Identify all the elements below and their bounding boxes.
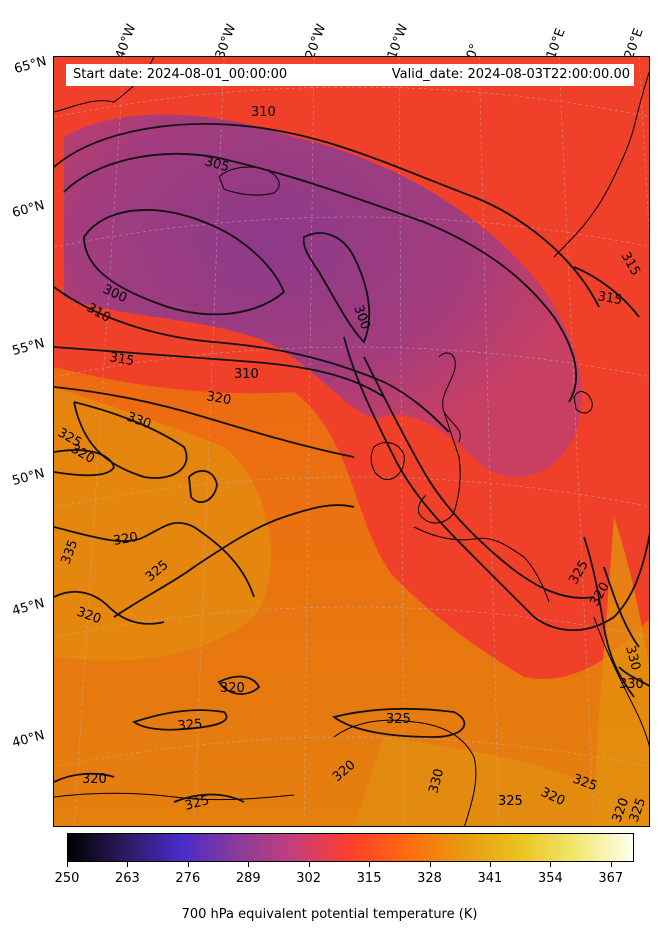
- colorbar-tick-label: 289: [235, 871, 261, 886]
- contour-315-east: [573, 266, 640, 318]
- colorbar-tick-label: 302: [296, 871, 322, 886]
- contour-label: 330: [622, 644, 643, 672]
- colorbar-tick-label: 263: [114, 871, 140, 886]
- contour-320-south: [54, 590, 165, 625]
- lat-label-55n: 55°N: [10, 336, 47, 359]
- coastlines: [54, 57, 649, 826]
- contour-label: 320: [82, 772, 107, 787]
- colorbar-tick: [489, 862, 491, 867]
- colorbar-tick-label: 341: [477, 871, 503, 886]
- colorbar-tick: [550, 862, 552, 867]
- contour-label: 325: [177, 717, 203, 734]
- colorbar-tick: [127, 862, 129, 867]
- contour-325-iberia: [331, 707, 466, 738]
- start-date-text: Start date: 2024-08-01_00:00:00: [73, 67, 288, 82]
- contour-330-east: [618, 666, 649, 687]
- contour-320-east: [603, 566, 640, 648]
- contour-label: 330: [619, 677, 644, 692]
- colorbar-tick-label: 315: [356, 871, 382, 886]
- contour-label: 330: [426, 767, 447, 795]
- map-panel: 310 305 300 310 300 315 310 320 330 325 …: [53, 56, 650, 827]
- contour-label: 315: [108, 350, 135, 369]
- colorbar: [67, 833, 634, 862]
- theta-e-map: 310 305 300 310 300 315 310 320 330 325 …: [54, 57, 649, 826]
- coast-norway: [553, 71, 649, 258]
- contour-325-sw: [132, 709, 228, 731]
- lat-label-40n: 40°N: [10, 728, 47, 751]
- colorbar-tick-label: 250: [54, 871, 80, 886]
- contour-300-east: [302, 232, 371, 344]
- coast-ireland: [370, 442, 405, 480]
- contour-label: 325: [498, 794, 523, 809]
- colorbar-tick-label: 276: [175, 871, 201, 886]
- colorbar-tick-label: 354: [537, 871, 563, 886]
- coast-scotland: [438, 352, 461, 443]
- field-warm-southeast: [354, 737, 649, 826]
- colorbar-tick-label: 328: [417, 871, 442, 886]
- coast-france: [413, 526, 550, 603]
- valid-date-text: Valid_date: 2024-08-03T22:00:00.00: [391, 67, 630, 82]
- contour-320-small: [217, 675, 261, 695]
- contour-label: 315: [596, 289, 623, 308]
- lat-label-65n: 65°N: [12, 54, 49, 77]
- colorbar-label: 700 hPa equivalent potential temperature…: [181, 907, 478, 922]
- colorbar-tick: [248, 862, 250, 867]
- coast-britain: [417, 411, 461, 524]
- lat-label-60n: 60°N: [10, 198, 47, 221]
- coast-iberia: [333, 719, 477, 826]
- contour-label: 325: [386, 712, 411, 727]
- colorbar-tick: [610, 862, 612, 867]
- contour-label: 310: [234, 367, 259, 382]
- contour-trough-inner: [363, 356, 595, 599]
- coast-denmark: [573, 391, 593, 414]
- colorbar-tick: [67, 862, 68, 867]
- colorbar-tick: [308, 862, 310, 867]
- contour-300-west: [83, 209, 286, 316]
- contour-label: 305: [203, 154, 231, 175]
- field-warm-west: [54, 387, 271, 661]
- colorbar-tick-label: 367: [598, 871, 624, 886]
- contour-305: [63, 153, 578, 403]
- contour-325-central: [113, 504, 355, 618]
- contour-320-oval: [188, 470, 218, 503]
- field-cold-low: [64, 114, 582, 477]
- contour-315: [54, 346, 385, 398]
- coast-iceland: [218, 166, 280, 196]
- date-info-box: Start date: 2024-08-01_00:00:00 Valid_da…: [66, 64, 634, 86]
- contour-label: 310: [251, 105, 276, 120]
- lat-label-45n: 45°N: [10, 596, 47, 619]
- contour-310-north: [54, 123, 600, 308]
- contour-310-mid: [54, 286, 450, 433]
- contour-325-bottom: [173, 793, 245, 803]
- contour-label: 320: [220, 681, 245, 696]
- contours: [54, 123, 649, 803]
- coast-africa: [54, 792, 295, 801]
- contour-320: [54, 386, 355, 458]
- colorbar-tick: [369, 862, 371, 867]
- contour-320-bottom: [54, 772, 115, 783]
- field-warm-east: [594, 517, 649, 826]
- contour-325-east: [583, 536, 635, 698]
- coast-italy: [593, 616, 649, 747]
- colorbar-tick: [429, 862, 431, 867]
- contour-330-west: [73, 401, 188, 479]
- contour-320-sw: [54, 522, 255, 598]
- lat-label-50n: 50°N: [10, 466, 47, 489]
- colorbar-tick: [187, 862, 189, 867]
- contour-label: 320: [205, 389, 232, 408]
- contour-label: 320: [112, 530, 139, 549]
- contour-label: 325: [183, 793, 211, 814]
- contour-325-west: [54, 449, 115, 477]
